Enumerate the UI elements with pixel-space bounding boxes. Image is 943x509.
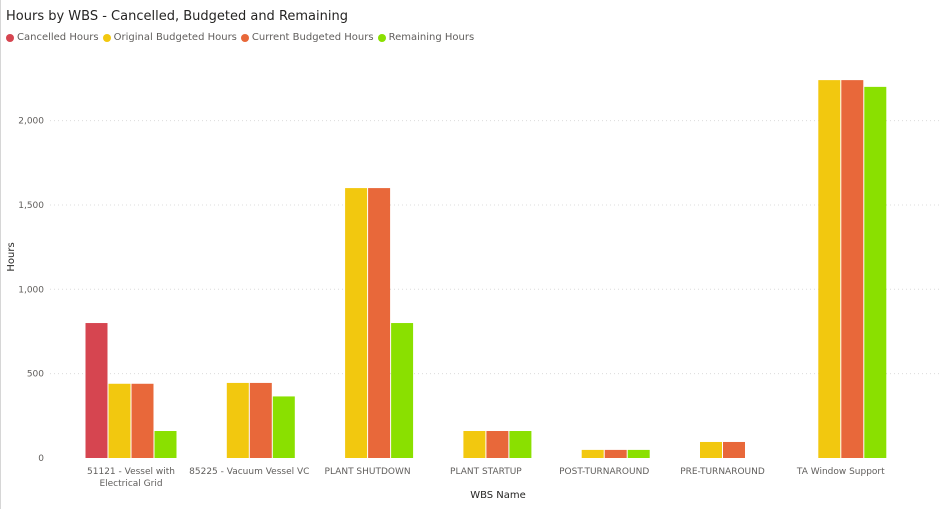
y-axis-title: Hours xyxy=(6,242,17,271)
x-tick-label: POST-TURNAROUND xyxy=(559,467,649,477)
legend-dot-icon xyxy=(102,33,111,42)
bar-remaining-hours-6[interactable] xyxy=(864,86,887,458)
legend-dot-icon xyxy=(6,33,14,42)
bar-original-budgeted-hours-5[interactable] xyxy=(700,441,722,458)
chart-legend: Cancelled Hours Original Budgeted Hours Cu… xyxy=(6,32,478,43)
bar-remaining-hours-3[interactable] xyxy=(509,431,532,458)
legend-item-remaining-hours[interactable]: Remaining Hours xyxy=(377,32,475,43)
bar-current-budgeted-hours-3[interactable] xyxy=(486,431,509,458)
legend-item-original-budgeted-hours[interactable]: Original Budgeted Hours xyxy=(102,32,237,43)
x-tick-label: PLANT STARTUP xyxy=(450,467,522,477)
legend-label: Cancelled Hours xyxy=(17,32,99,43)
y-tick-label: 500 xyxy=(27,370,44,380)
y-tick-label: 2,000 xyxy=(18,117,44,127)
x-tick-label: PRE-TURNAROUND xyxy=(680,467,765,477)
y-tick-label: 1,500 xyxy=(18,201,44,211)
x-tick-label: PLANT SHUTDOWN xyxy=(325,467,411,477)
bar-current-budgeted-hours-4[interactable] xyxy=(604,449,627,458)
legend-item-cancelled-hours[interactable]: Cancelled Hours xyxy=(6,32,99,43)
bar-current-budgeted-hours-0[interactable] xyxy=(131,383,154,458)
bars xyxy=(85,80,887,459)
legend-label: Original Budgeted Hours xyxy=(113,32,237,43)
bar-original-budgeted-hours-1[interactable] xyxy=(226,382,249,458)
x-tick-label: 85225 - Vacuum Vessel VC xyxy=(189,467,309,477)
y-tick-label: 1,000 xyxy=(18,285,44,295)
y-tick-label: 0 xyxy=(38,454,44,464)
bar-original-budgeted-hours-4[interactable] xyxy=(581,449,604,458)
bar-remaining-hours-2[interactable] xyxy=(391,323,414,458)
bar-cancelled-hours-0[interactable] xyxy=(85,323,108,458)
x-axis-title: WBS Name xyxy=(470,490,526,501)
bar-current-budgeted-hours-6[interactable] xyxy=(841,80,864,459)
bar-current-budgeted-hours-2[interactable] xyxy=(368,188,391,458)
legend-dot-icon xyxy=(240,33,249,42)
x-tick-label: 51121 - Vessel with xyxy=(87,467,175,477)
x-tick-label: Electrical Grid xyxy=(99,479,162,489)
bar-current-budgeted-hours-1[interactable] xyxy=(249,382,272,458)
bar-original-budgeted-hours-3[interactable] xyxy=(463,431,486,458)
bar-original-budgeted-hours-2[interactable] xyxy=(345,188,368,458)
bar-original-budgeted-hours-6[interactable] xyxy=(818,80,841,459)
bar-remaining-hours-0[interactable] xyxy=(154,431,177,458)
bar-current-budgeted-hours-5[interactable] xyxy=(723,441,745,458)
panel-border xyxy=(0,0,1,509)
bar-remaining-hours-1[interactable] xyxy=(272,396,295,458)
x-axis-ticks: 51121 - Vessel with Electrical Grid 85225 … xyxy=(87,467,885,489)
legend-dot-icon xyxy=(377,33,386,42)
bar-remaining-hours-4[interactable] xyxy=(627,449,650,458)
legend-item-current-budgeted-hours[interactable]: Current Budgeted Hours xyxy=(240,32,374,43)
x-tick-label: TA Window Support xyxy=(796,467,885,477)
chart-title: Hours by WBS - Cancelled, Budgeted and R… xyxy=(6,9,348,24)
legend-label: Remaining Hours xyxy=(388,32,475,43)
bar-original-budgeted-hours-0[interactable] xyxy=(108,383,131,458)
legend-label: Current Budgeted Hours xyxy=(251,32,374,43)
gridlines xyxy=(50,120,940,375)
y-axis-ticks: 0 500 1,000 1,500 2,000 xyxy=(18,117,44,464)
